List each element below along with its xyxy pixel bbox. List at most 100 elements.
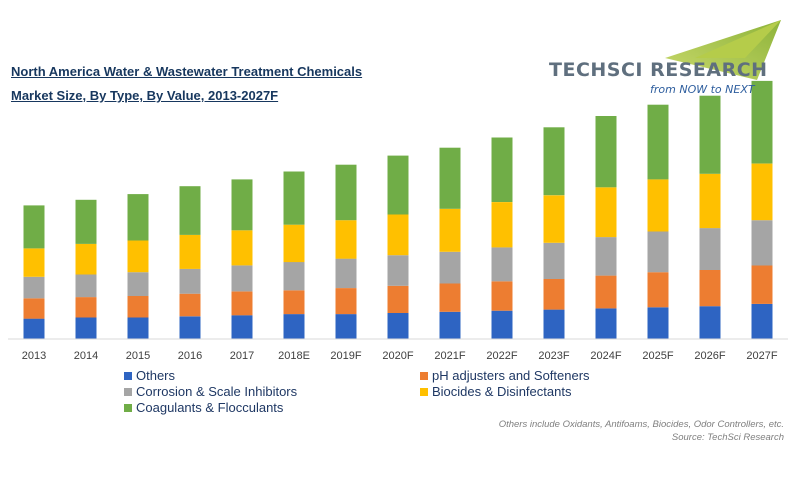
bar-segment-2020F-s1 [387, 285, 409, 313]
bar-segment-2014-s4 [75, 199, 97, 244]
x-tick-label: 2025F [642, 350, 673, 362]
bar-segment-2015-s3 [127, 240, 149, 273]
legend-label: Corrosion & Scale Inhibitors [136, 384, 298, 399]
chart-title-line-2: Market Size, By Type, By Value, 2013-202… [11, 88, 279, 103]
x-tick-label: 2021F [434, 350, 465, 362]
x-tick-label: 2027F [746, 350, 777, 362]
bar-segment-2023F-s2 [543, 242, 565, 279]
bar-segment-2020F-s0 [387, 313, 409, 339]
chart-title-line-1: North America Water & Wastewater Treatme… [11, 64, 363, 79]
bar-segment-2016-s0 [179, 316, 201, 339]
bar-segment-2022F-s2 [491, 247, 513, 282]
bar-segment-2017-s2 [231, 265, 253, 292]
bar-segment-2015-s2 [127, 272, 149, 296]
logo-tagline: from NOW to NEXT [650, 83, 755, 96]
logo-wordmark: TECHSCI RESEARCH [549, 59, 768, 81]
bar-segment-2025F-s1 [647, 272, 669, 308]
x-tick-labels: 2013 2014 2015 2016 2017 2018E 2019F 2020F 2021F… [22, 350, 778, 362]
bar-segment-2026F-s1 [699, 270, 721, 307]
x-tick-label: 2018E [278, 350, 310, 362]
bar-segment-2020F-s2 [387, 255, 409, 286]
x-tick-label: 2013 [22, 350, 46, 362]
bar-segment-2018E-s0 [283, 314, 305, 339]
bar-segment-2018E-s4 [283, 171, 305, 225]
bar-segment-2017-s0 [231, 315, 253, 339]
bar-segment-2018E-s2 [283, 262, 305, 291]
bar-segment-2024F-s3 [595, 187, 617, 238]
bar-segment-2020F-s4 [387, 155, 409, 215]
bar-segment-2025F-s3 [647, 179, 669, 232]
bar-segment-2025F-s2 [647, 231, 669, 273]
legend-item-others: Others [124, 368, 175, 383]
legend-item-biocides: Biocides & Disinfectants [420, 384, 571, 399]
bar-segment-2016-s1 [179, 293, 201, 317]
bar-segment-2013-s0 [23, 318, 45, 339]
bar-segment-2016-s2 [179, 268, 201, 294]
bar-segment-2024F-s1 [595, 275, 617, 309]
bar-segment-2015-s1 [127, 296, 149, 318]
bar-segment-2024F-s2 [595, 237, 617, 276]
legend-swatch [124, 371, 132, 380]
bar-segment-2013-s1 [23, 298, 45, 319]
x-tick-label: 2019F [330, 350, 361, 362]
bar-segment-2020F-s3 [387, 214, 409, 256]
bar-segment-2023F-s0 [543, 309, 565, 339]
legend-label: pH adjusters and Softeners [432, 368, 590, 383]
legend-item-corrosion: Corrosion & Scale Inhibitors [124, 384, 297, 399]
footnotes: Others include Oxidants, Antifoams, Bioc… [499, 418, 784, 444]
bars-group [23, 80, 773, 339]
bar-segment-2027F-s3 [751, 163, 773, 221]
bar-segment-2017-s3 [231, 230, 253, 266]
bar-segment-2026F-s4 [699, 95, 721, 174]
legend-label: Biocides & Disinfectants [432, 384, 572, 399]
bar-segment-2025F-s4 [647, 104, 669, 180]
bar-segment-2025F-s0 [647, 307, 669, 339]
bar-segment-2027F-s1 [751, 265, 773, 304]
bar-segment-2014-s0 [75, 317, 97, 339]
bar-segment-2021F-s1 [439, 283, 461, 312]
bar-segment-2024F-s4 [595, 116, 617, 188]
bar-segment-2021F-s4 [439, 147, 461, 209]
bar-segment-2019F-s1 [335, 288, 357, 315]
footnote-source: Source: TechSci Research [671, 432, 784, 443]
bar-segment-2016-s4 [179, 186, 201, 235]
bar-segment-2019F-s2 [335, 258, 357, 288]
bar-segment-2026F-s3 [699, 173, 721, 229]
bar-segment-2022F-s4 [491, 137, 513, 202]
x-tick-label: 2023F [538, 350, 569, 362]
bar-segment-2013-s4 [23, 205, 45, 249]
chart-title: North America Water & Wastewater Treatme… [11, 60, 362, 108]
legend-swatch [420, 371, 428, 380]
bar-segment-2013-s3 [23, 248, 45, 277]
x-tick-label: 2024F [590, 350, 621, 362]
bar-segment-2017-s4 [231, 179, 253, 231]
bar-segment-2023F-s4 [543, 127, 565, 196]
bar-segment-2022F-s1 [491, 281, 513, 311]
bar-segment-2015-s4 [127, 194, 149, 241]
legend-swatch [124, 387, 132, 396]
bar-segment-2027F-s4 [751, 80, 773, 164]
bar-segment-2019F-s0 [335, 314, 357, 339]
bar-segment-2022F-s3 [491, 202, 513, 248]
bar-segment-2023F-s3 [543, 195, 565, 243]
footnote-others: Others include Oxidants, Antifoams, Bioc… [498, 419, 784, 430]
x-tick-label: 2022F [486, 350, 517, 362]
legend-label: Coagulants & Flocculants [136, 400, 284, 415]
bar-segment-2022F-s0 [491, 310, 513, 339]
x-tick-label: 2016 [178, 350, 202, 362]
x-tick-label: 2015 [126, 350, 150, 362]
bar-segment-2016-s3 [179, 234, 201, 269]
bar-segment-2026F-s2 [699, 228, 721, 270]
bar-segment-2027F-s2 [751, 220, 773, 266]
x-tick-label: 2020F [382, 350, 413, 362]
legend-item-coagulants: Coagulants & Flocculants [124, 400, 283, 415]
bar-segment-2014-s2 [75, 274, 97, 298]
bar-segment-2021F-s3 [439, 208, 461, 252]
legend-item-ph: pH adjusters and Softeners [420, 368, 590, 383]
bar-segment-2018E-s3 [283, 224, 305, 263]
bar-segment-2015-s0 [127, 317, 149, 339]
bar-segment-2014-s1 [75, 297, 97, 318]
bar-segment-2021F-s0 [439, 311, 461, 339]
bar-segment-2027F-s0 [751, 303, 773, 339]
